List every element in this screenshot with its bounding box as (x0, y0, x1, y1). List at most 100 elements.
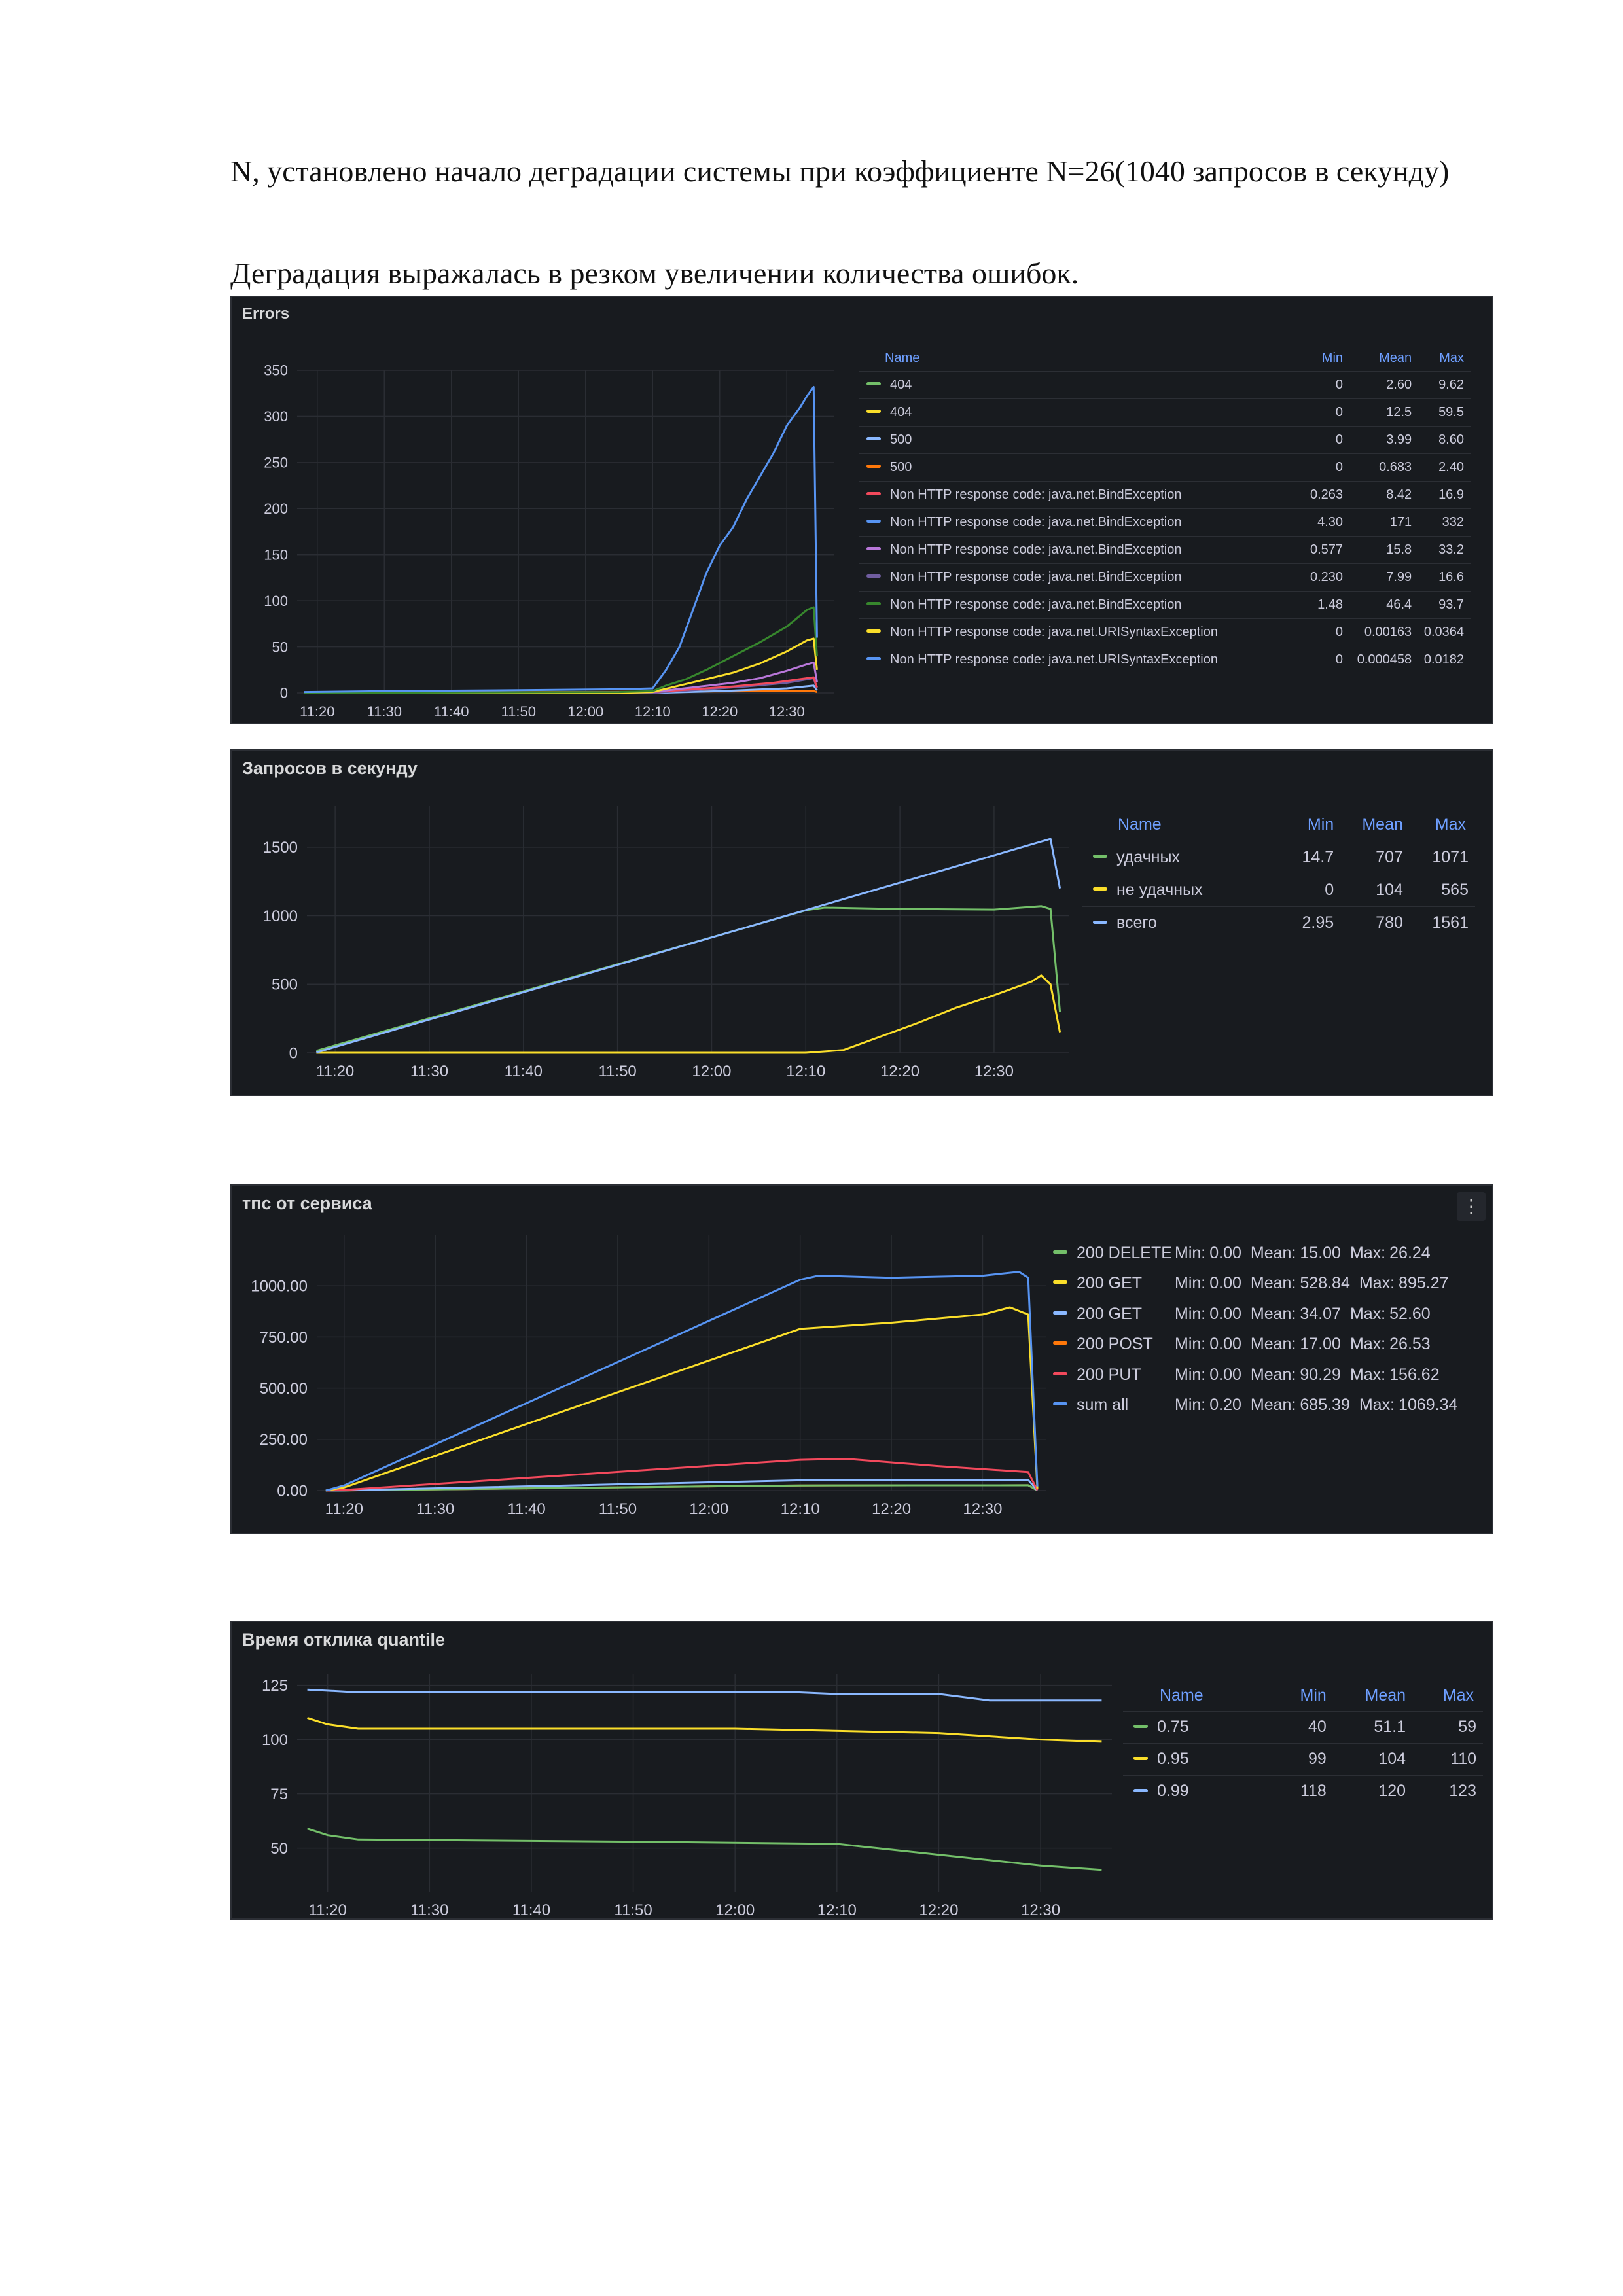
legend-series-label: Non HTTP response code: java.net.BindExc… (890, 487, 1182, 502)
series-line (325, 1306, 1039, 1492)
legend-mean-value: 8.42 (1344, 480, 1413, 508)
legend-row[interactable]: Non HTTP response code: java.net.BindExc… (859, 535, 1471, 563)
legend-mean-value: 17.00 (1300, 1335, 1341, 1354)
x-tick-label: 12:30 (963, 1500, 1002, 1518)
panel-menu-button[interactable]: ⋮ (1457, 1192, 1486, 1221)
y-tick-label: 250.00 (260, 1431, 308, 1449)
legend-series-name: 404 (859, 398, 1302, 426)
y-tick-label: 1000 (263, 908, 298, 925)
legend-mean-value: 34.07 (1300, 1304, 1341, 1323)
legend-max-value: 565 (1403, 873, 1475, 906)
legend-row[interactable]: 404 0 12.5 59.5 (859, 398, 1471, 426)
paragraph-degradation: Деградация выражалась в резком увеличени… (230, 256, 1079, 290)
legend-row[interactable]: 0.95 99 104 110 (1123, 1742, 1483, 1775)
legend-row[interactable]: Non HTTP response code: java.net.BindExc… (859, 590, 1471, 618)
legend-row[interactable]: Non HTTP response code: java.net.URISynt… (859, 645, 1471, 673)
legend-max-value: 9.62 (1412, 370, 1471, 398)
legend-header-name: Name (1160, 1686, 1204, 1705)
legend-row[interactable]: 500 0 3.99 8.60 (859, 425, 1471, 453)
legend-series-label: 0.99 (1157, 1782, 1189, 1801)
legend-row[interactable]: 404 0 2.60 9.62 (859, 370, 1471, 398)
x-tick-label: 12:20 (702, 703, 738, 720)
legend-row[interactable]: Non HTTP response code: java.net.BindExc… (859, 508, 1471, 536)
x-tick-label: 11:50 (614, 1901, 652, 1919)
legend-mean-value: 15.00 (1300, 1243, 1341, 1262)
series-color-swatch (866, 546, 881, 550)
legend-max-value: 1071 (1403, 840, 1475, 874)
series-color-swatch (1093, 887, 1107, 891)
legend-row[interactable]: всего 2.95 780 1561 (1082, 906, 1475, 939)
legend-series-name: Non HTTP response code: java.net.BindExc… (859, 480, 1302, 508)
rps-legend: Name Min Mean Max удачных 14.7 707 1071 не у… (1082, 809, 1475, 939)
series-color-swatch (1053, 1250, 1067, 1254)
legend-mean-value: 104 (1327, 1742, 1407, 1775)
legend-mean-value: 3.99 (1344, 425, 1413, 453)
legend-min-value: 0 (1280, 873, 1335, 906)
legend-min-label: Min: (1175, 1365, 1206, 1384)
legend-mean-value: 171 (1344, 508, 1413, 536)
legend-row[interactable]: 200 POST Min: 0.00 Mean: 17.00 Max: 26.53 (1053, 1330, 1467, 1360)
legend-max-value: 16.6 (1412, 563, 1471, 591)
errors-panel-title: Errors (242, 305, 290, 323)
y-tick-label: 100 (262, 1731, 288, 1749)
legend-mean-label: Mean: (1250, 1365, 1296, 1384)
legend-min-value: 0 (1301, 453, 1344, 481)
legend-row[interactable]: Non HTTP response code: java.net.BindExc… (859, 480, 1471, 508)
legend-header-max: Max (1435, 815, 1466, 834)
legend-header-name: Name (1118, 815, 1162, 834)
y-tick-label: 500 (272, 976, 298, 994)
x-tick-label: 11:30 (367, 703, 402, 720)
legend-row[interactable]: 500 0 0.683 2.40 (859, 453, 1471, 481)
legend-series-name: не удачных (1082, 873, 1281, 906)
legend-mean-label: Mean: (1250, 1335, 1296, 1354)
legend-row[interactable]: 200 GET Min: 0.00 Mean: 34.07 Max: 52.60 (1053, 1299, 1467, 1330)
legend-series-label: 200 DELETE (1077, 1243, 1172, 1262)
x-tick-label: 12:20 (919, 1901, 958, 1919)
legend-row[interactable]: 200 PUT Min: 0.00 Mean: 90.29 Max: 156.62 (1053, 1360, 1467, 1390)
legend-max-label: Max: (1349, 1243, 1386, 1262)
x-tick-label: 11:20 (309, 1901, 347, 1919)
legend-series-label: Non HTTP response code: java.net.BindExc… (890, 597, 1182, 612)
legend-min-value: 0.00 (1209, 1335, 1241, 1354)
legend-min-value: 0.00 (1209, 1365, 1241, 1384)
legend-mean-value: 7.99 (1344, 563, 1413, 591)
legend-row[interactable]: 200 GET Min: 0.00 Mean: 528.84 Max: 895.27 (1053, 1269, 1467, 1299)
legend-series-label: 404 (890, 377, 912, 392)
legend-max-value: 93.7 (1412, 590, 1471, 618)
series-color-swatch (1053, 1371, 1067, 1375)
y-tick-label: 350 (264, 362, 288, 379)
rps-chart: 11:20 11:30 11:40 11:50 12:00 12:10 12:20 12:30… (263, 806, 1069, 1080)
x-tick-label: 11:50 (599, 1500, 637, 1518)
series-color-swatch (1053, 1341, 1067, 1345)
y-tick-label: 150 (264, 546, 288, 563)
paragraph-intro: N, установлено начало деградации системы… (230, 154, 1450, 188)
legend-row[interactable]: Non HTTP response code: java.net.URISynt… (859, 618, 1471, 646)
legend-series-label: удачных (1116, 847, 1180, 866)
series-color-swatch (866, 491, 881, 495)
legend-min-label: Min: (1175, 1243, 1206, 1262)
x-tick-label: 11:20 (316, 1063, 354, 1080)
legend-min-value: 0.230 (1301, 563, 1344, 591)
legend-row[interactable]: удачных 14.7 707 1071 (1082, 840, 1475, 874)
legend-row[interactable]: 0.75 40 51.1 59 (1123, 1710, 1483, 1743)
legend-mean-value: 0.00163 (1344, 618, 1413, 646)
legend-min-value: 0.577 (1301, 535, 1344, 563)
legend-row[interactable]: 0.99 118 120 123 (1123, 1775, 1483, 1807)
series-color-swatch (1133, 1789, 1148, 1793)
legend-min-value: 0 (1301, 645, 1344, 673)
x-tick-label: 12:20 (880, 1063, 919, 1080)
errors-panel: Errors 11:20 11:30 11:40 11:50 12:00 12:10 12:… (230, 296, 1493, 724)
legend-mean-value: 51.1 (1327, 1710, 1407, 1743)
legend-max-value: 26.53 (1389, 1335, 1431, 1354)
y-tick-label: 75 (270, 1786, 288, 1803)
legend-row[interactable]: sum all Min: 0.20 Mean: 685.39 Max: 1069.34 (1053, 1390, 1467, 1421)
legend-mean-value: 46.4 (1344, 590, 1413, 618)
series-line (307, 1828, 1102, 1871)
x-tick-label: 11:40 (507, 1500, 545, 1518)
legend-row[interactable]: Non HTTP response code: java.net.BindExc… (859, 563, 1471, 591)
legend-row[interactable]: не удачных 0 104 565 (1082, 873, 1475, 906)
legend-row[interactable]: 200 DELETE Min: 0.00 Mean: 15.00 Max: 26.24 (1053, 1238, 1467, 1269)
y-tick-label: 300 (264, 408, 288, 425)
series-color-swatch (866, 519, 881, 523)
legend-series-label: Non HTTP response code: java.net.BindExc… (890, 514, 1182, 529)
